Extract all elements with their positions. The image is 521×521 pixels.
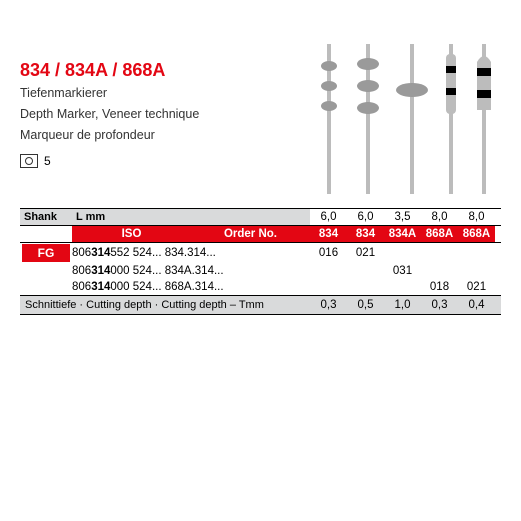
bur-868a-018 <box>441 44 461 194</box>
size-0-2 <box>384 243 421 263</box>
size-0-1: 021 <box>347 243 384 263</box>
iso-order-1: 806 314 000 524... 834A.314... <box>72 263 310 279</box>
bur-illustrations <box>310 35 501 200</box>
iso-order-0: 806 314 552 524... 834.314... <box>72 243 310 263</box>
size-1-2: 031 <box>384 263 421 279</box>
shank-cell: FG <box>20 243 72 263</box>
shank-badge: FG <box>22 244 70 262</box>
subtitle-en: Depth Marker, Veneer technique <box>20 106 310 123</box>
product-title: 834 / 834A / 868A <box>20 60 310 81</box>
size-1-3 <box>421 263 458 279</box>
depth-4: 0,4 <box>458 296 495 314</box>
series-0: 834 <box>310 226 347 242</box>
bur-834a <box>394 44 430 194</box>
series-2: 834A <box>384 226 421 242</box>
len-1: 6,0 <box>347 209 384 225</box>
pack-icon <box>20 154 38 168</box>
iso-order-header: ISO Order No. <box>72 226 310 242</box>
catalog-card: 834 / 834A / 868A Tiefenmarkierer Depth … <box>0 0 521 315</box>
size-2-0 <box>310 279 347 295</box>
bur-868a-021 <box>472 44 496 194</box>
len-0: 6,0 <box>310 209 347 225</box>
spec-table: Shank L mm 6,0 6,0 3,5 8,0 8,0 ISO Order… <box>20 208 501 315</box>
top-section: 834 / 834A / 868A Tiefenmarkierer Depth … <box>20 35 501 200</box>
size-2-2 <box>384 279 421 295</box>
table-row: 806 314 000 524... 868A.314... 018 021 <box>20 279 501 296</box>
table-row: FG 806 314 552 524... 834.314... 016 021 <box>20 243 501 263</box>
depth-2: 1,0 <box>384 296 421 314</box>
depth-1: 0,5 <box>347 296 384 314</box>
footer-row: Schnittiefe · Cutting depth · Cutting de… <box>20 296 501 315</box>
subtitle-de: Tiefenmarkierer <box>20 85 310 102</box>
size-2-3: 018 <box>421 279 458 295</box>
lmm-header: L mm <box>72 209 310 225</box>
series-3: 868A <box>421 226 458 242</box>
size-0-4 <box>458 243 495 263</box>
header-row-1: Shank L mm 6,0 6,0 3,5 8,0 8,0 <box>20 208 501 226</box>
info-block: 834 / 834A / 868A Tiefenmarkierer Depth … <box>20 35 310 200</box>
subtitle-fr: Marqueur de profondeur <box>20 127 310 144</box>
series-1: 834 <box>347 226 384 242</box>
size-1-0 <box>310 263 347 279</box>
depth-0: 0,3 <box>310 296 347 314</box>
size-0-3 <box>421 243 458 263</box>
size-1-1 <box>347 263 384 279</box>
iso-label: ISO <box>72 228 191 240</box>
len-3: 8,0 <box>421 209 458 225</box>
bur-834-016 <box>316 44 342 194</box>
shank-empty <box>20 226 72 242</box>
cutting-depth-label: Schnittiefe · Cutting depth · Cutting de… <box>20 296 310 314</box>
shank-header: Shank <box>20 209 72 225</box>
size-0-0: 016 <box>310 243 347 263</box>
pack-qty-value: 5 <box>44 154 51 168</box>
table-row: 806 314 000 524... 834A.314... 031 <box>20 263 501 279</box>
iso-order-2: 806 314 000 524... 868A.314... <box>72 279 310 295</box>
depth-3: 0,3 <box>421 296 458 314</box>
bur-834-021 <box>353 44 383 194</box>
size-2-1 <box>347 279 384 295</box>
pack-qty: 5 <box>20 154 310 168</box>
size-2-4: 021 <box>458 279 495 295</box>
len-2: 3,5 <box>384 209 421 225</box>
size-1-4 <box>458 263 495 279</box>
header-row-2: ISO Order No. 834 834 834A 868A 868A <box>20 226 501 243</box>
order-label: Order No. <box>191 228 310 240</box>
series-4: 868A <box>458 226 495 242</box>
len-4: 8,0 <box>458 209 495 225</box>
